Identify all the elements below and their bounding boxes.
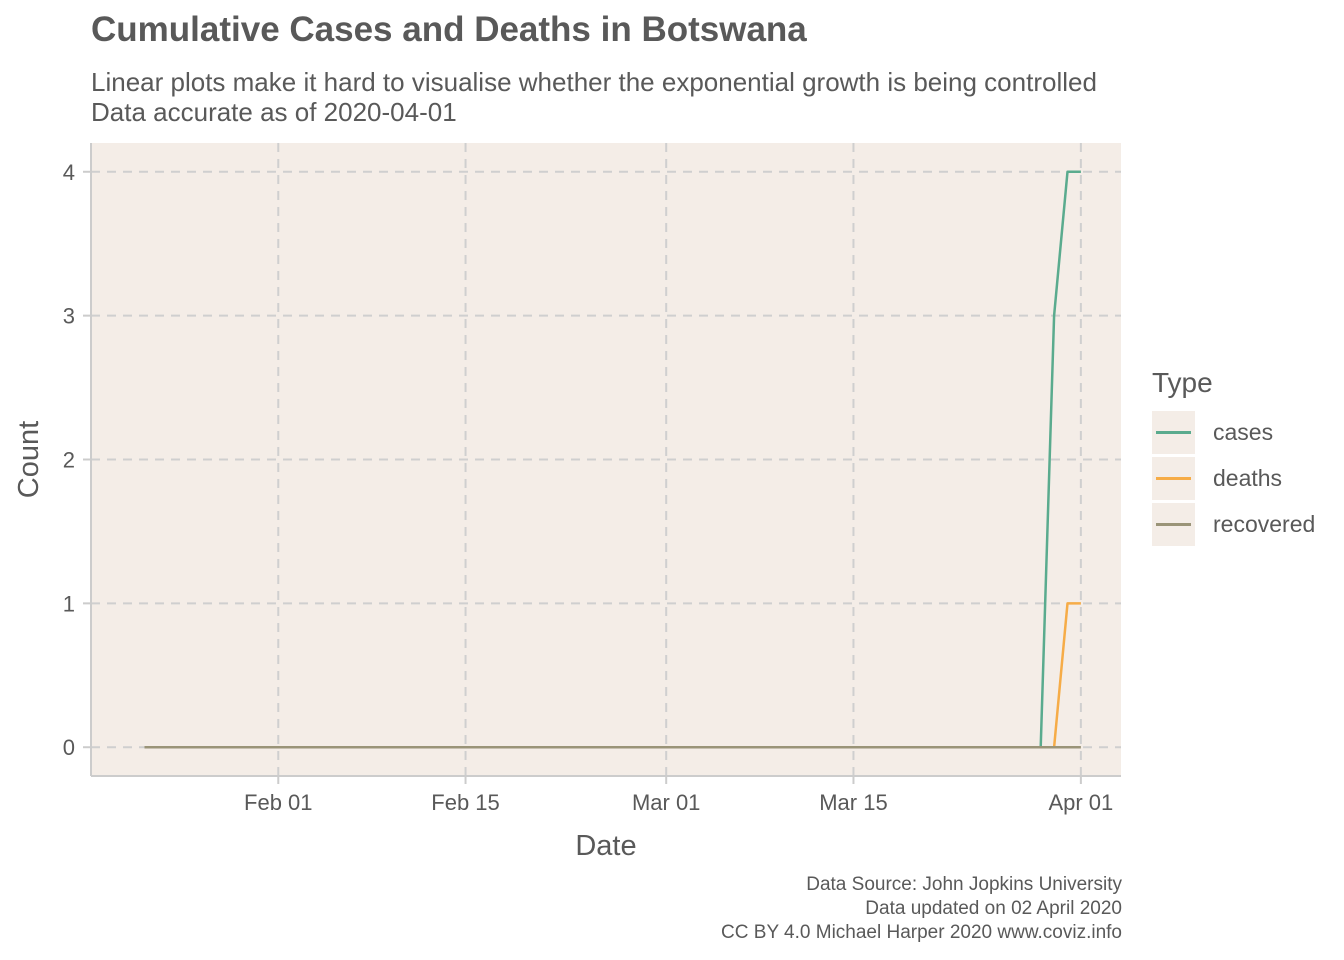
y-axis-title: Count [13, 421, 45, 498]
legend: Type cases deaths recovered [1152, 367, 1315, 547]
subtitle-line: Data accurate as of 2020-04-01 [91, 97, 457, 127]
y-tick-label: 1 [63, 591, 75, 616]
legend-item-recovered: recovered [1152, 501, 1315, 547]
x-tick-label: Feb 01 [244, 790, 313, 815]
x-tick-label: Mar 15 [819, 790, 887, 815]
legend-label: deaths [1213, 464, 1283, 491]
caption: Data Source: John Jopkins University Dat… [721, 873, 1122, 945]
x-tick-label: Mar 01 [632, 790, 700, 815]
caption-line: Data Source: John Jopkins University [806, 874, 1122, 895]
y-tick-label: 0 [63, 735, 75, 760]
legend-label: recovered [1213, 510, 1316, 537]
x-tick-label: Apr 01 [1048, 790, 1113, 815]
legend-key [1152, 502, 1195, 546]
y-tick-label: 2 [63, 448, 75, 473]
legend-item-deaths: deaths [1152, 455, 1315, 501]
legend-title: Type [1152, 367, 1213, 398]
chart-title: Cumulative Cases and Deaths in Botswana [91, 10, 807, 49]
chart-subtitle: Linear plots make it hard to visualise w… [91, 67, 1097, 127]
legend-key [1152, 456, 1195, 500]
legend-swatch [1156, 430, 1191, 434]
caption-line: CC BY 4.0 Michael Harper 2020 www.coviz.… [721, 922, 1122, 943]
legend-swatch [1156, 522, 1191, 526]
x-axis-title: Date [575, 830, 636, 862]
legend-item-cases: cases [1152, 409, 1315, 455]
legend-label: cases [1213, 418, 1274, 445]
y-tick-label: 3 [63, 304, 75, 329]
subtitle-line: Linear plots make it hard to visualise w… [91, 67, 1097, 97]
caption-line: Data updated on 02 April 2020 [865, 898, 1122, 919]
y-tick-label: 4 [63, 160, 75, 185]
legend-key [1152, 410, 1195, 454]
legend-swatch [1156, 476, 1191, 480]
x-tick-label: Feb 15 [431, 790, 500, 815]
